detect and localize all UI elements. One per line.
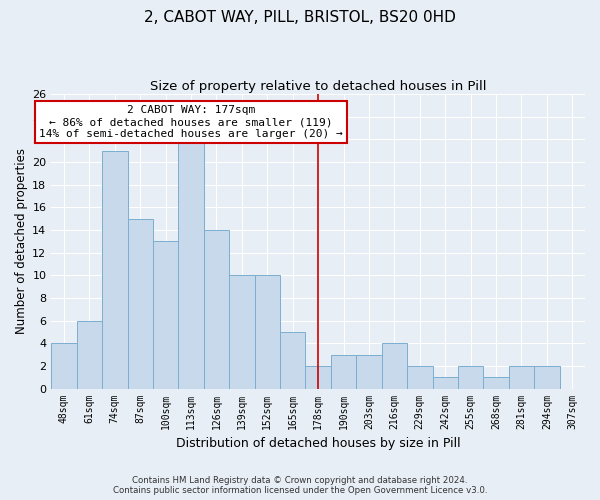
Bar [356,354,382,388]
Text: 2 CABOT WAY: 177sqm
← 86% of detached houses are smaller (119)
14% of semi-detac: 2 CABOT WAY: 177sqm ← 86% of detached ho… [39,106,343,138]
Text: 2, CABOT WAY, PILL, BRISTOL, BS20 0HD: 2, CABOT WAY, PILL, BRISTOL, BS20 0HD [144,10,456,25]
Y-axis label: Number of detached properties: Number of detached properties [15,148,28,334]
Bar [458,366,484,388]
Text: Contains HM Land Registry data © Crown copyright and database right 2024.
Contai: Contains HM Land Registry data © Crown c… [113,476,487,495]
Bar [433,377,458,388]
Bar [102,151,128,388]
Bar [204,230,229,388]
Bar [484,377,509,388]
Bar [382,344,407,388]
Bar [254,276,280,388]
Bar [280,332,305,388]
Title: Size of property relative to detached houses in Pill: Size of property relative to detached ho… [150,80,487,93]
Bar [178,140,204,388]
Bar [534,366,560,388]
Bar [509,366,534,388]
Bar [153,242,178,388]
Bar [407,366,433,388]
Bar [331,354,356,388]
Bar [229,276,254,388]
Bar [128,218,153,388]
Bar [51,344,77,388]
Bar [305,366,331,388]
Bar [77,320,102,388]
X-axis label: Distribution of detached houses by size in Pill: Distribution of detached houses by size … [176,437,460,450]
